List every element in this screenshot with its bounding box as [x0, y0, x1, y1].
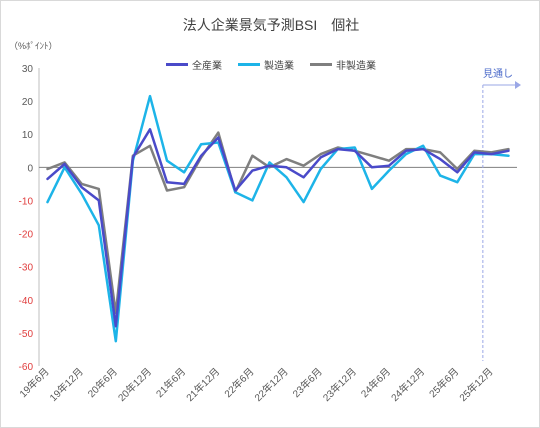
x-tick-label: 25年6月 — [426, 365, 461, 400]
y-tick-label: 0 — [27, 163, 33, 174]
y-tick-label: -10 — [19, 196, 34, 207]
x-tick-label: 25年12月 — [456, 365, 495, 404]
y-unit-label: （%ﾎﾟｲﾝﾄ） — [9, 41, 58, 51]
y-tick-label: 10 — [22, 130, 34, 141]
x-tick-label: 21年6月 — [153, 365, 188, 400]
x-tick-label: 20年12月 — [115, 365, 154, 404]
legend-item-non-manufacturing: 非製造業 — [310, 57, 376, 72]
x-tick-label: 24年6月 — [358, 365, 393, 400]
y-tick-label: -40 — [19, 296, 34, 307]
legend-label-manufacturing: 製造業 — [264, 61, 294, 72]
legend-swatch-non-manufacturing — [310, 63, 332, 66]
chart-title: 法人企業景気予測BSI 個社 — [182, 17, 360, 33]
legend-item-manufacturing: 製造業 — [238, 57, 294, 72]
y-tick-label: -50 — [19, 329, 34, 340]
legend-item-all-industries: 全産業 — [166, 57, 222, 72]
y-tick-label: 20 — [22, 97, 34, 108]
series-line-0 — [46, 128, 510, 328]
legend: 全産業 製造業 非製造業 — [1, 57, 540, 72]
x-tick-label: 23年12月 — [320, 365, 359, 404]
x-tick-label: 22年6月 — [221, 365, 256, 400]
x-tick-label: 22年12月 — [252, 365, 291, 404]
x-tick-label: 19年12月 — [47, 365, 86, 404]
x-tick-label: 24年12月 — [388, 365, 427, 404]
legend-label-all-industries: 全産業 — [192, 61, 222, 72]
legend-swatch-manufacturing — [238, 63, 260, 66]
y-tick-label: -20 — [19, 230, 34, 241]
y-tick-label: 30 — [22, 64, 34, 75]
legend-label-non-manufacturing: 非製造業 — [336, 61, 376, 72]
forecast-arrowhead — [515, 81, 521, 89]
y-tick-label: -30 — [19, 263, 34, 274]
x-tick-label: 21年12月 — [183, 365, 222, 404]
y-tick-label: -60 — [19, 362, 34, 373]
legend-swatch-all-industries — [166, 63, 188, 66]
x-tick-label: 20年6月 — [85, 365, 120, 400]
forecast-label: 見通し — [483, 68, 513, 80]
x-tick-label: 23年6月 — [290, 365, 325, 400]
